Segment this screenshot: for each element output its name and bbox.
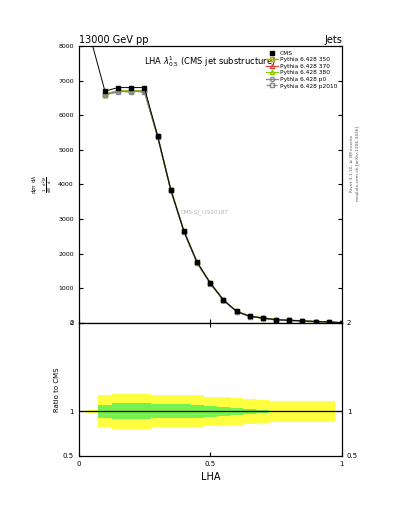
Text: Jets: Jets (324, 35, 342, 45)
Text: mcplots.cern.ch [arXiv:1306.3436]: mcplots.cern.ch [arXiv:1306.3436] (356, 126, 360, 201)
Text: Rivet 3.1.10, ≥ 3M events: Rivet 3.1.10, ≥ 3M events (350, 135, 354, 193)
Y-axis label: Ratio to CMS: Ratio to CMS (54, 367, 60, 412)
X-axis label: LHA: LHA (200, 472, 220, 482)
Text: LHA $\lambda^{1}_{0.5}$ (CMS jet substructure): LHA $\lambda^{1}_{0.5}$ (CMS jet substru… (144, 54, 276, 69)
Text: 13000 GeV pp: 13000 GeV pp (79, 35, 148, 45)
Y-axis label: $\mathrm{d}p_\mathrm{T}\ \mathrm{d}\lambda$
$\frac{1}{\mathrm{d}N}\ \frac{\mathr: $\mathrm{d}p_\mathrm{T}\ \mathrm{d}\lamb… (30, 175, 55, 194)
Legend: CMS, Pythia 6.428 350, Pythia 6.428 370, Pythia 6.428 380, Pythia 6.428 p0, Pyth: CMS, Pythia 6.428 350, Pythia 6.428 370,… (264, 49, 339, 90)
Text: CMS-SJ_I1920187: CMS-SJ_I1920187 (181, 209, 229, 215)
